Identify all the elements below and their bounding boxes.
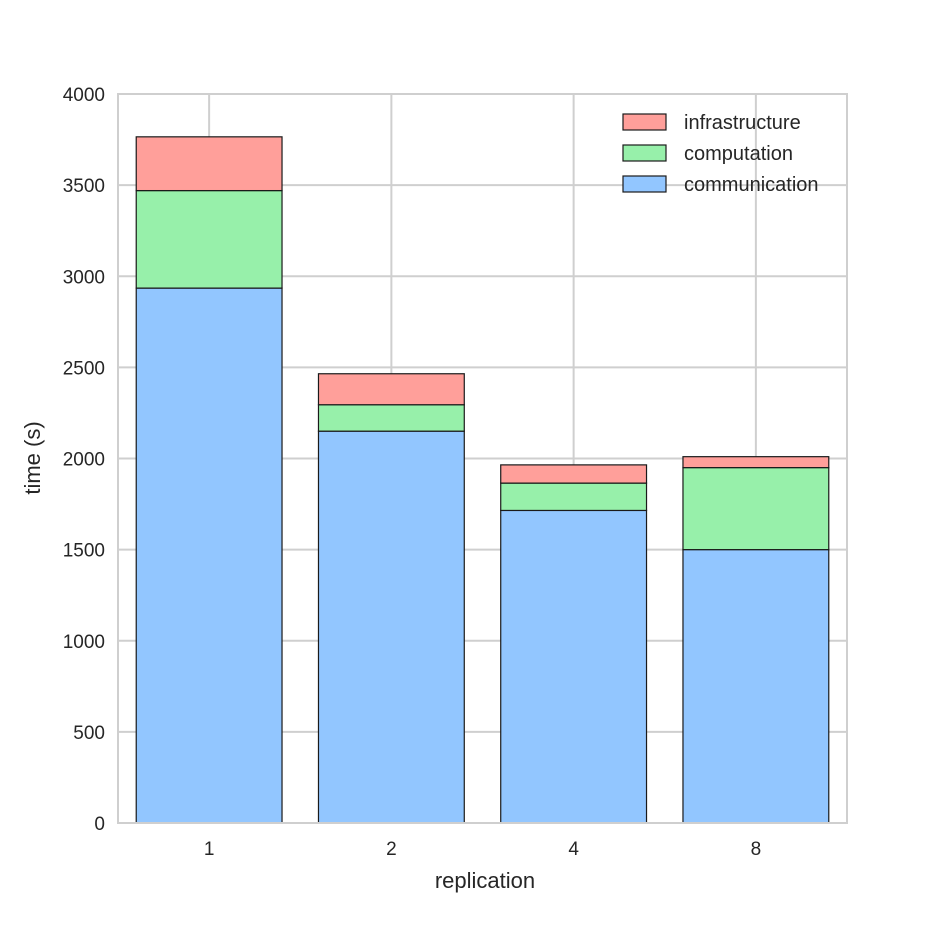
legend-swatch-communication: [622, 175, 667, 193]
bar-computation: [500, 482, 648, 512]
y-axis-label: time (s): [20, 421, 45, 494]
y-tick-label: 2000: [63, 450, 105, 471]
y-tick-label: 0: [94, 814, 105, 835]
legend-swatch-computation: [622, 144, 667, 162]
bars: [135, 136, 830, 824]
plot-frame: [117, 93, 848, 824]
bar-infrastructure: [500, 464, 648, 484]
legend-label-communication: communication: [684, 174, 819, 196]
y-tick-label: 500: [73, 723, 105, 744]
legend-label-computation: computation: [684, 143, 793, 165]
legend-label-infrastructure: infrastructure: [684, 112, 801, 134]
bar-communication: [317, 430, 465, 824]
bar-infrastructure: [317, 373, 465, 406]
x-tick-label: 8: [751, 839, 762, 860]
y-axis-ticks: 0 500 1000 1500 2000 2500 3000 3500 4000: [63, 85, 105, 835]
y-tick-label: 3500: [63, 176, 105, 197]
x-tick-label: 1: [204, 839, 215, 860]
x-axis-ticks: 1 2 4 8: [204, 839, 761, 860]
bar-computation: [682, 467, 830, 551]
bar-computation: [317, 404, 465, 432]
x-tick-label: 4: [568, 839, 579, 860]
y-tick-label: 4000: [63, 85, 105, 106]
bar-infrastructure: [682, 456, 830, 469]
legend-swatch-infrastructure: [622, 113, 667, 131]
x-tick-label: 2: [386, 839, 397, 860]
bar-communication: [135, 287, 283, 824]
y-tick-label: 2500: [63, 358, 105, 379]
y-tick-label: 1500: [63, 541, 105, 562]
bar-infrastructure: [135, 136, 283, 192]
bar-communication: [500, 509, 648, 824]
x-axis-label: replication: [435, 868, 535, 893]
y-tick-label: 3000: [63, 267, 105, 288]
bar-computation: [135, 189, 283, 289]
bar-communication: [682, 549, 830, 824]
y-tick-label: 1000: [63, 632, 105, 653]
legend: infrastructure computation communication: [622, 112, 819, 196]
